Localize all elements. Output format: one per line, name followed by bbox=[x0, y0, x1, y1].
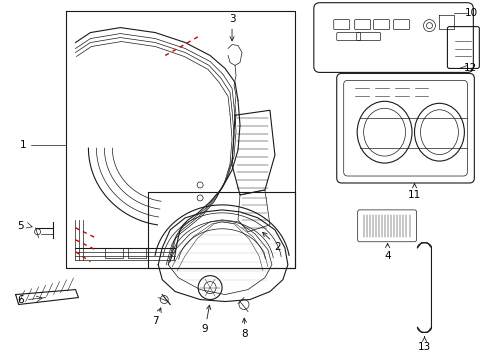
Text: 11: 11 bbox=[408, 184, 421, 200]
Text: 4: 4 bbox=[384, 243, 391, 261]
Text: 13: 13 bbox=[418, 337, 431, 352]
Text: 1: 1 bbox=[19, 140, 26, 150]
Text: 10: 10 bbox=[465, 8, 478, 18]
Text: 3: 3 bbox=[229, 14, 235, 41]
Text: 2: 2 bbox=[263, 232, 281, 252]
Text: 7: 7 bbox=[152, 308, 161, 327]
Text: 5: 5 bbox=[17, 221, 24, 231]
Text: 12: 12 bbox=[464, 63, 477, 73]
Text: 9: 9 bbox=[202, 305, 211, 334]
Text: 6: 6 bbox=[17, 294, 24, 305]
Text: 8: 8 bbox=[242, 318, 248, 339]
